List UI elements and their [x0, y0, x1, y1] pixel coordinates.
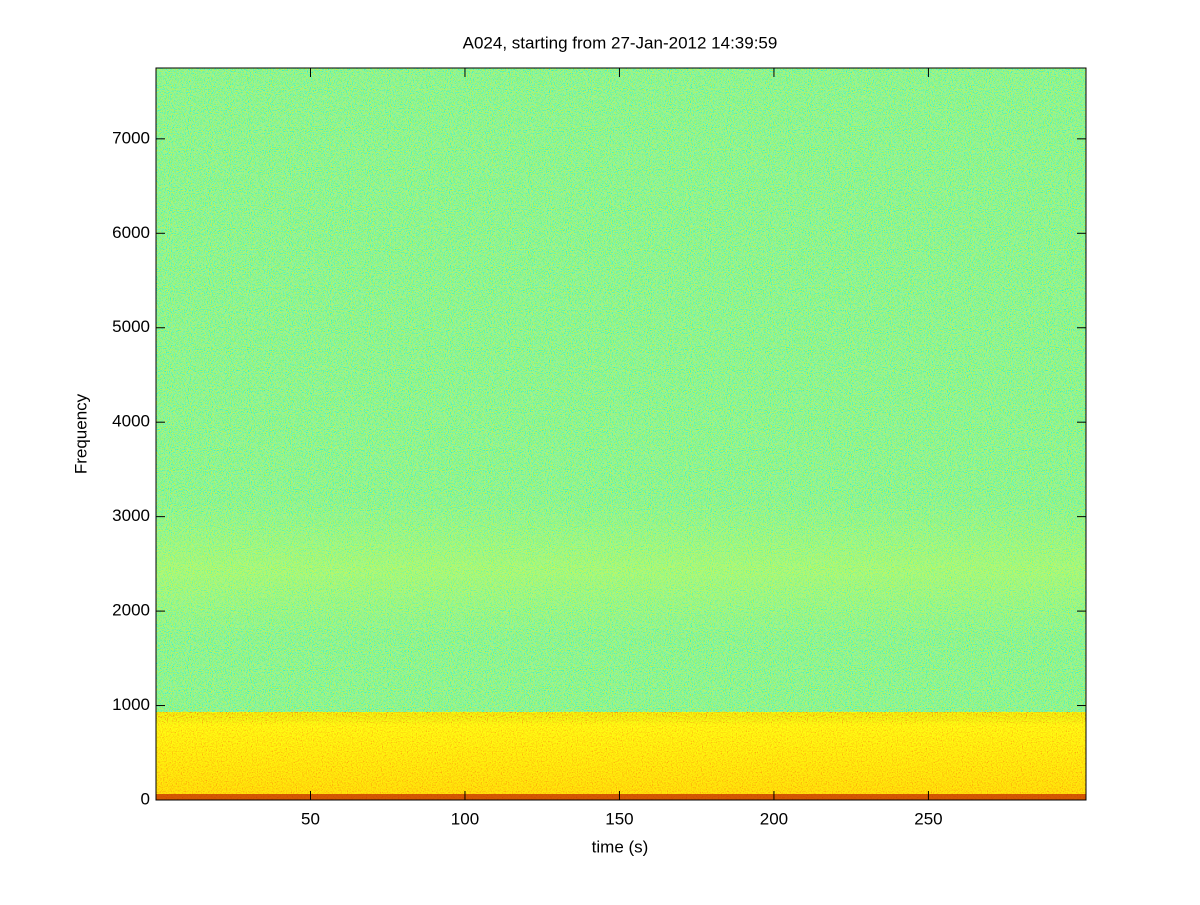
spectrogram-image [156, 68, 1086, 800]
x-tick-label: 250 [914, 809, 942, 828]
x-tick-label: 50 [301, 809, 320, 828]
chart-title: A024, starting from 27-Jan-2012 14:39:59 [463, 33, 778, 52]
y-axis-label: Frequency [71, 393, 90, 474]
y-tick-label: 5000 [112, 317, 150, 336]
y-tick-label: 2000 [112, 601, 150, 620]
y-tick-label: 7000 [112, 128, 150, 147]
x-tick-label: 150 [605, 809, 633, 828]
x-tick-label: 200 [760, 809, 788, 828]
y-tick-label: 0 [141, 789, 150, 808]
x-tick-label: 100 [451, 809, 479, 828]
y-tick-label: 4000 [112, 412, 150, 431]
y-tick-label: 1000 [112, 695, 150, 714]
y-tick-label: 6000 [112, 223, 150, 242]
x-axis-label: time (s) [592, 837, 649, 856]
plot-frame [155, 67, 1087, 801]
y-tick-label: 3000 [112, 506, 150, 525]
